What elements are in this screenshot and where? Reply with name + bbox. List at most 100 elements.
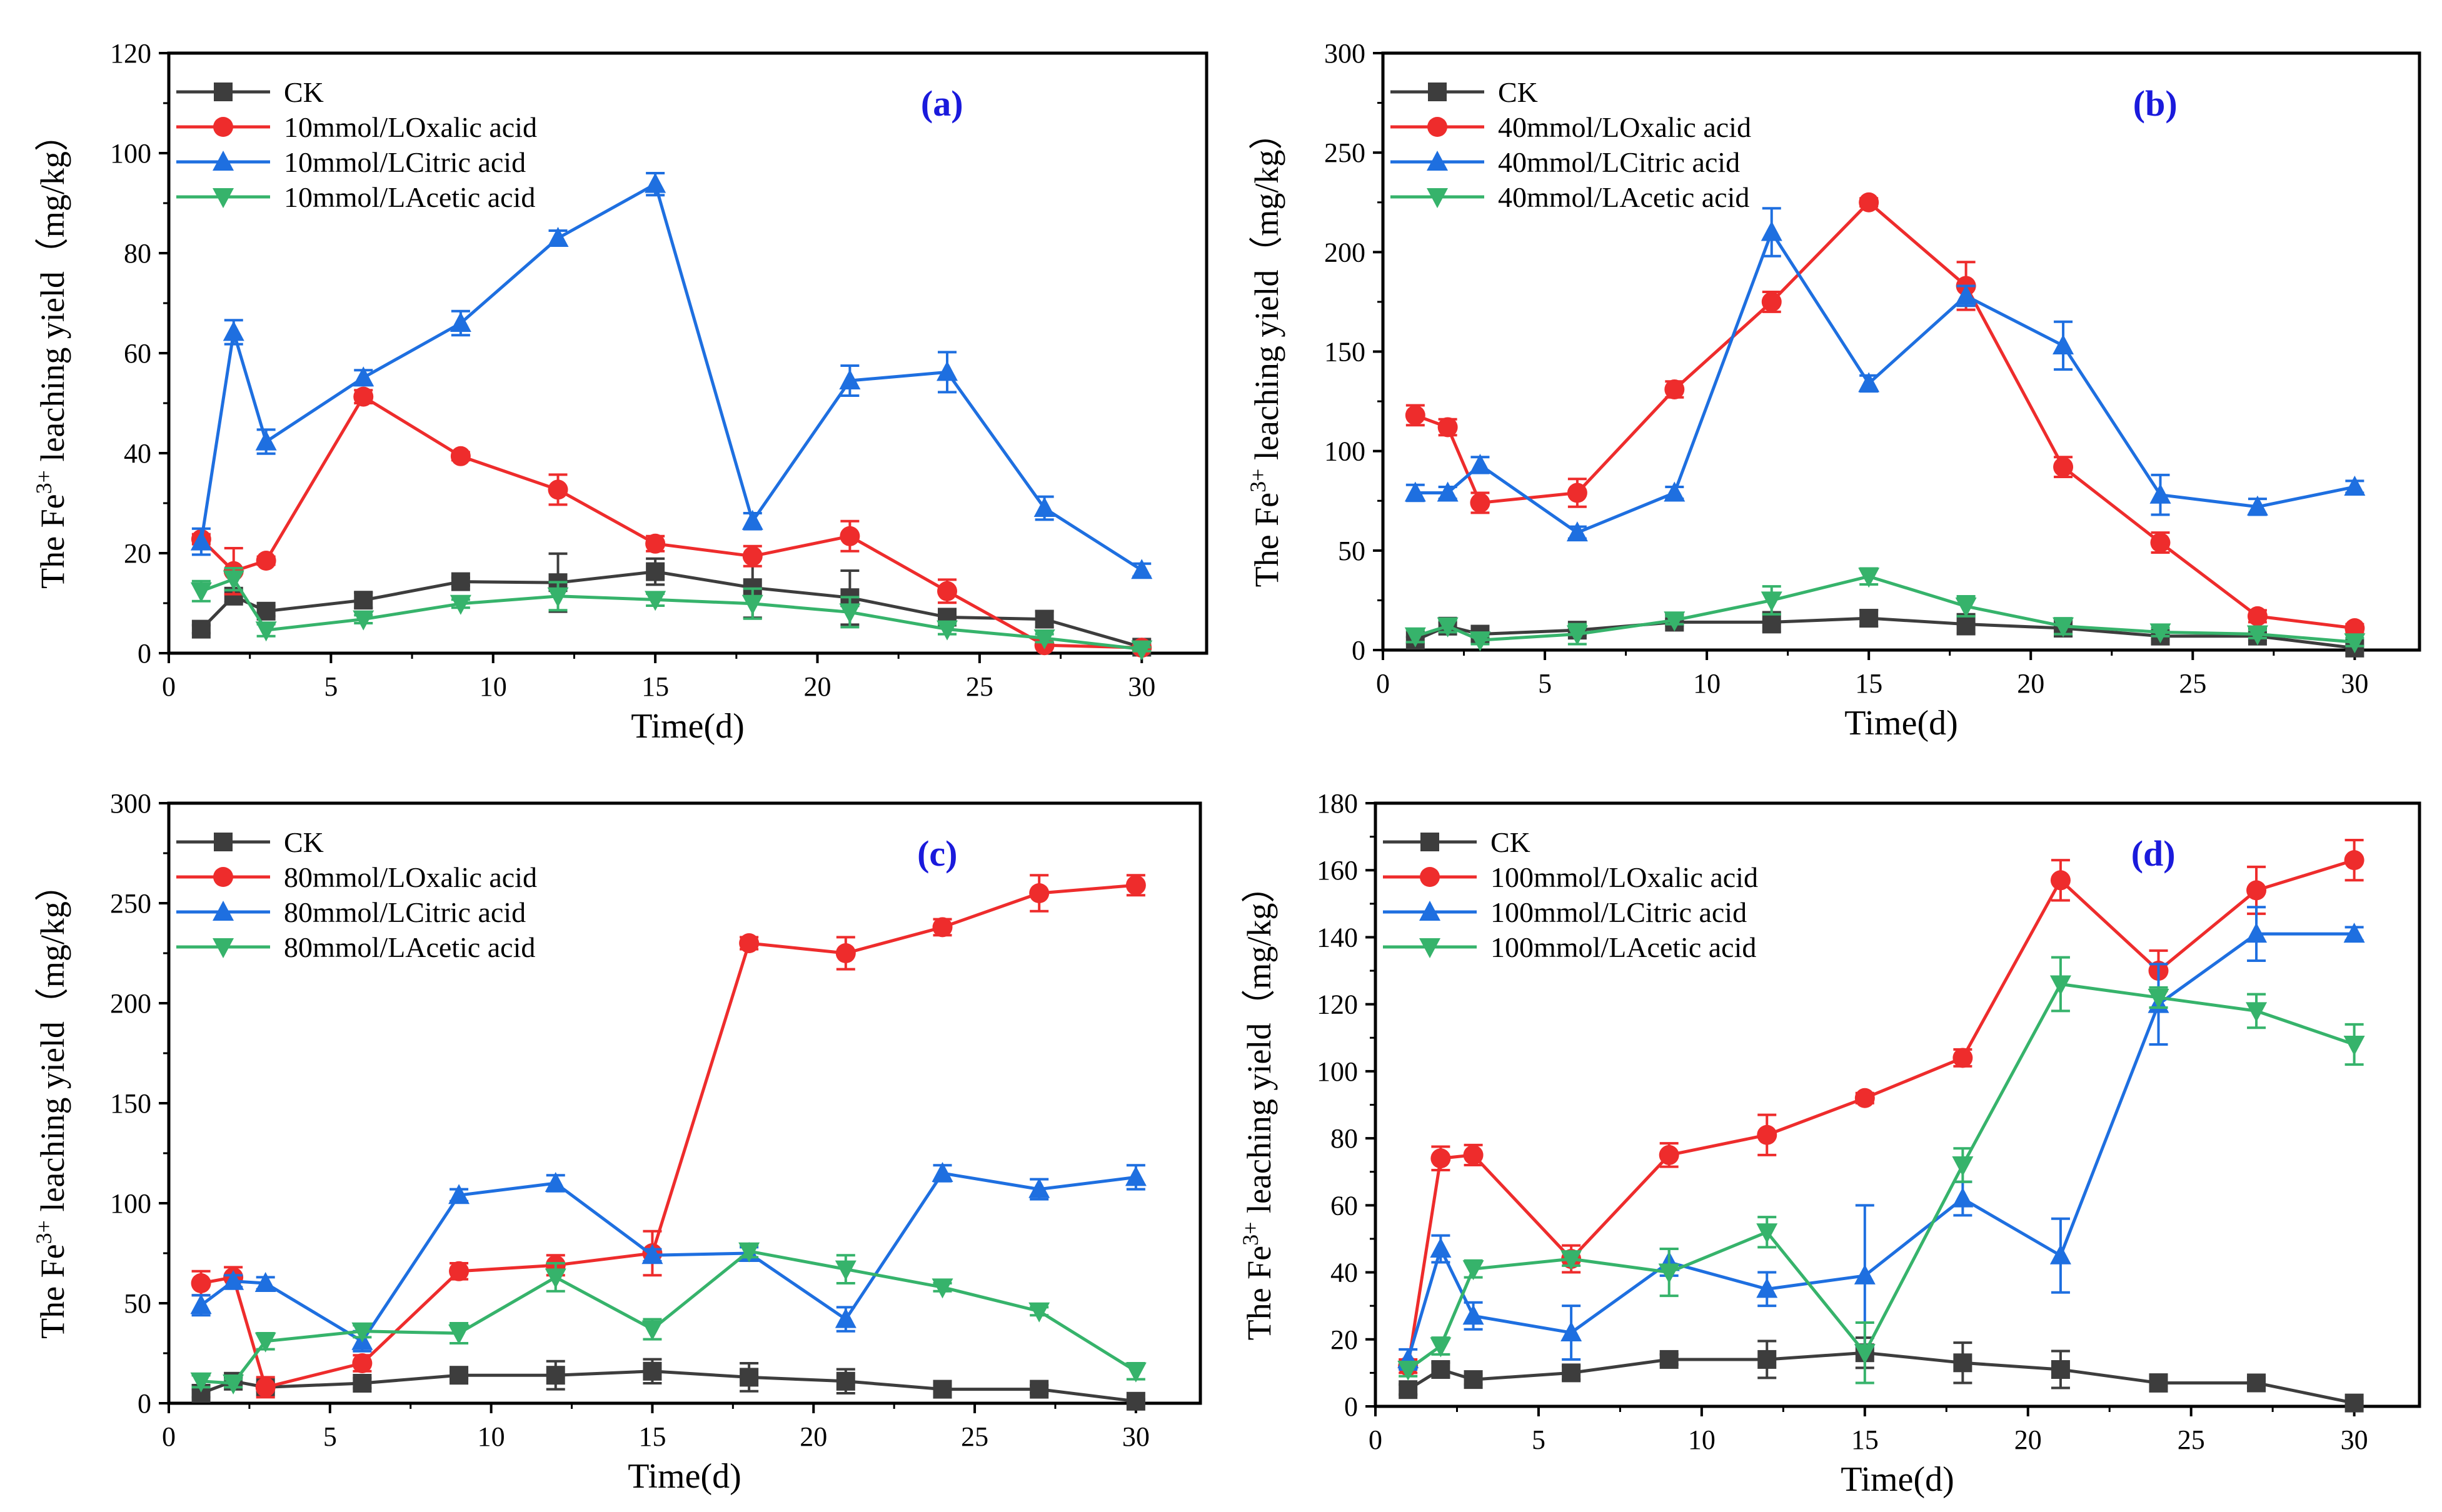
series-2 [1404, 207, 2366, 542]
y-tick-label: 40 [1330, 1258, 1358, 1288]
x-axis-title: Time(d) [631, 707, 745, 746]
series-2 [1397, 906, 2365, 1371]
x-tick-label: 10 [478, 1421, 505, 1452]
y-tick-label: 100 [110, 1188, 151, 1219]
x-tick-label: 25 [2178, 1424, 2205, 1455]
data-point [353, 610, 374, 631]
data-point [223, 321, 244, 341]
series-2 [190, 172, 1153, 579]
data-point [1562, 1363, 1581, 1383]
data-point [2247, 1373, 2266, 1393]
y-tick-label: 300 [1324, 38, 1365, 69]
panel-label: (a) [921, 83, 963, 124]
data-point [190, 582, 212, 603]
legend-entry: 100mmol/LAcetic acid [1490, 931, 1756, 963]
data-point [1399, 1380, 1418, 1399]
data-point [1397, 1361, 1419, 1381]
y-tick-label: 60 [1330, 1190, 1358, 1221]
data-point [548, 479, 568, 500]
y-axis-title: The Fe3+ leaching yield（mg/kg） [1238, 869, 1278, 1341]
x-tick-label: 25 [966, 671, 993, 702]
data-point [835, 943, 856, 963]
chart-panel-3: 0 5 10 15 20 25 30 0 20 40 60 80 100 120 140 160 180 Time… [1238, 788, 2421, 1499]
data-point [2149, 1373, 2168, 1393]
data-point [2343, 1036, 2365, 1056]
data-point [448, 1184, 470, 1204]
data-point [353, 1374, 372, 1393]
data-point [352, 1353, 373, 1373]
legend-entry: 80mmol/LOxalic acid [284, 861, 537, 893]
data-point [1953, 1353, 1972, 1373]
data-point [547, 227, 569, 247]
data-point [448, 1324, 470, 1344]
data-point [545, 1268, 566, 1289]
data-point [1566, 521, 1588, 542]
series-line [1414, 201, 2355, 630]
data-point [191, 619, 211, 639]
y-tick-label: 60 [124, 338, 151, 369]
data-point [1761, 221, 1782, 241]
data-point [450, 312, 471, 332]
x-tick-label: 30 [1128, 671, 1155, 702]
data-point [645, 173, 666, 193]
y-tick-label: 160 [1317, 855, 1358, 886]
legend-marker [1420, 833, 1439, 851]
legend-entry: CK [284, 76, 324, 108]
y-tick-label: 0 [1352, 635, 1365, 666]
x-tick-label: 15 [1855, 668, 1882, 699]
data-point [1035, 609, 1054, 629]
data-point [1463, 1144, 1484, 1165]
data-point [1125, 1166, 1147, 1186]
legend-marker [1427, 117, 1447, 137]
legend-entry: CK [1498, 76, 1538, 108]
data-point [937, 620, 958, 641]
legend-entry: CK [284, 826, 324, 858]
data-point [641, 1320, 663, 1341]
data-point [1560, 1250, 1582, 1271]
legend-marker [1427, 151, 1448, 171]
data-point [839, 369, 861, 389]
data-point [223, 570, 244, 591]
y-axis-title-sup: 3+ [1238, 1222, 1263, 1246]
legend-entry: 10mmol/LOxalic acid [284, 111, 537, 143]
data-point [1952, 1048, 1973, 1068]
x-tick-label: 30 [1122, 1421, 1150, 1452]
data-point [1437, 481, 1459, 502]
legend-entry: CK [1490, 826, 1530, 858]
data-point [2053, 334, 2074, 354]
data-point [2344, 475, 2366, 496]
legend-entry: 40mmol/LCitric acid [1498, 146, 1740, 178]
legend-marker [213, 188, 234, 208]
data-point [739, 933, 760, 953]
y-tick-label: 20 [1330, 1324, 1358, 1355]
data-point [932, 917, 953, 938]
data-point [190, 530, 212, 551]
data-point [1437, 617, 1459, 638]
data-point [1664, 611, 1686, 632]
x-tick-label: 25 [961, 1421, 988, 1452]
data-point [2051, 1360, 2070, 1379]
data-point [223, 1374, 244, 1394]
legend-marker [1427, 188, 1448, 208]
chart-panel-1: 0 5 10 15 20 25 30050100150200250300Time(d)The… [1245, 38, 2421, 743]
data-point [1952, 1187, 1974, 1208]
data-point [450, 446, 471, 466]
y-axis-title-tail: leaching yield（mg/kg） [1248, 116, 1285, 469]
data-point [741, 509, 763, 530]
y-axis-title-main: The Fe [34, 494, 71, 588]
series-line [200, 1369, 1137, 1403]
y-tick-label: 100 [110, 138, 151, 169]
data-point [1469, 453, 1491, 474]
data-point [547, 587, 569, 608]
x-tick-label: 5 [1532, 1424, 1545, 1455]
chart-panel-2: 0 5 10 15 20 25 30050100150200250300Time(d)The… [31, 788, 1202, 1496]
data-point [1125, 875, 1146, 896]
data-point [1131, 559, 1153, 579]
series-line [201, 578, 1142, 651]
data-point [1756, 1223, 1778, 1244]
data-point [2247, 606, 2268, 626]
data-point [450, 594, 471, 615]
data-point [643, 1361, 662, 1381]
data-point [1761, 291, 1782, 312]
